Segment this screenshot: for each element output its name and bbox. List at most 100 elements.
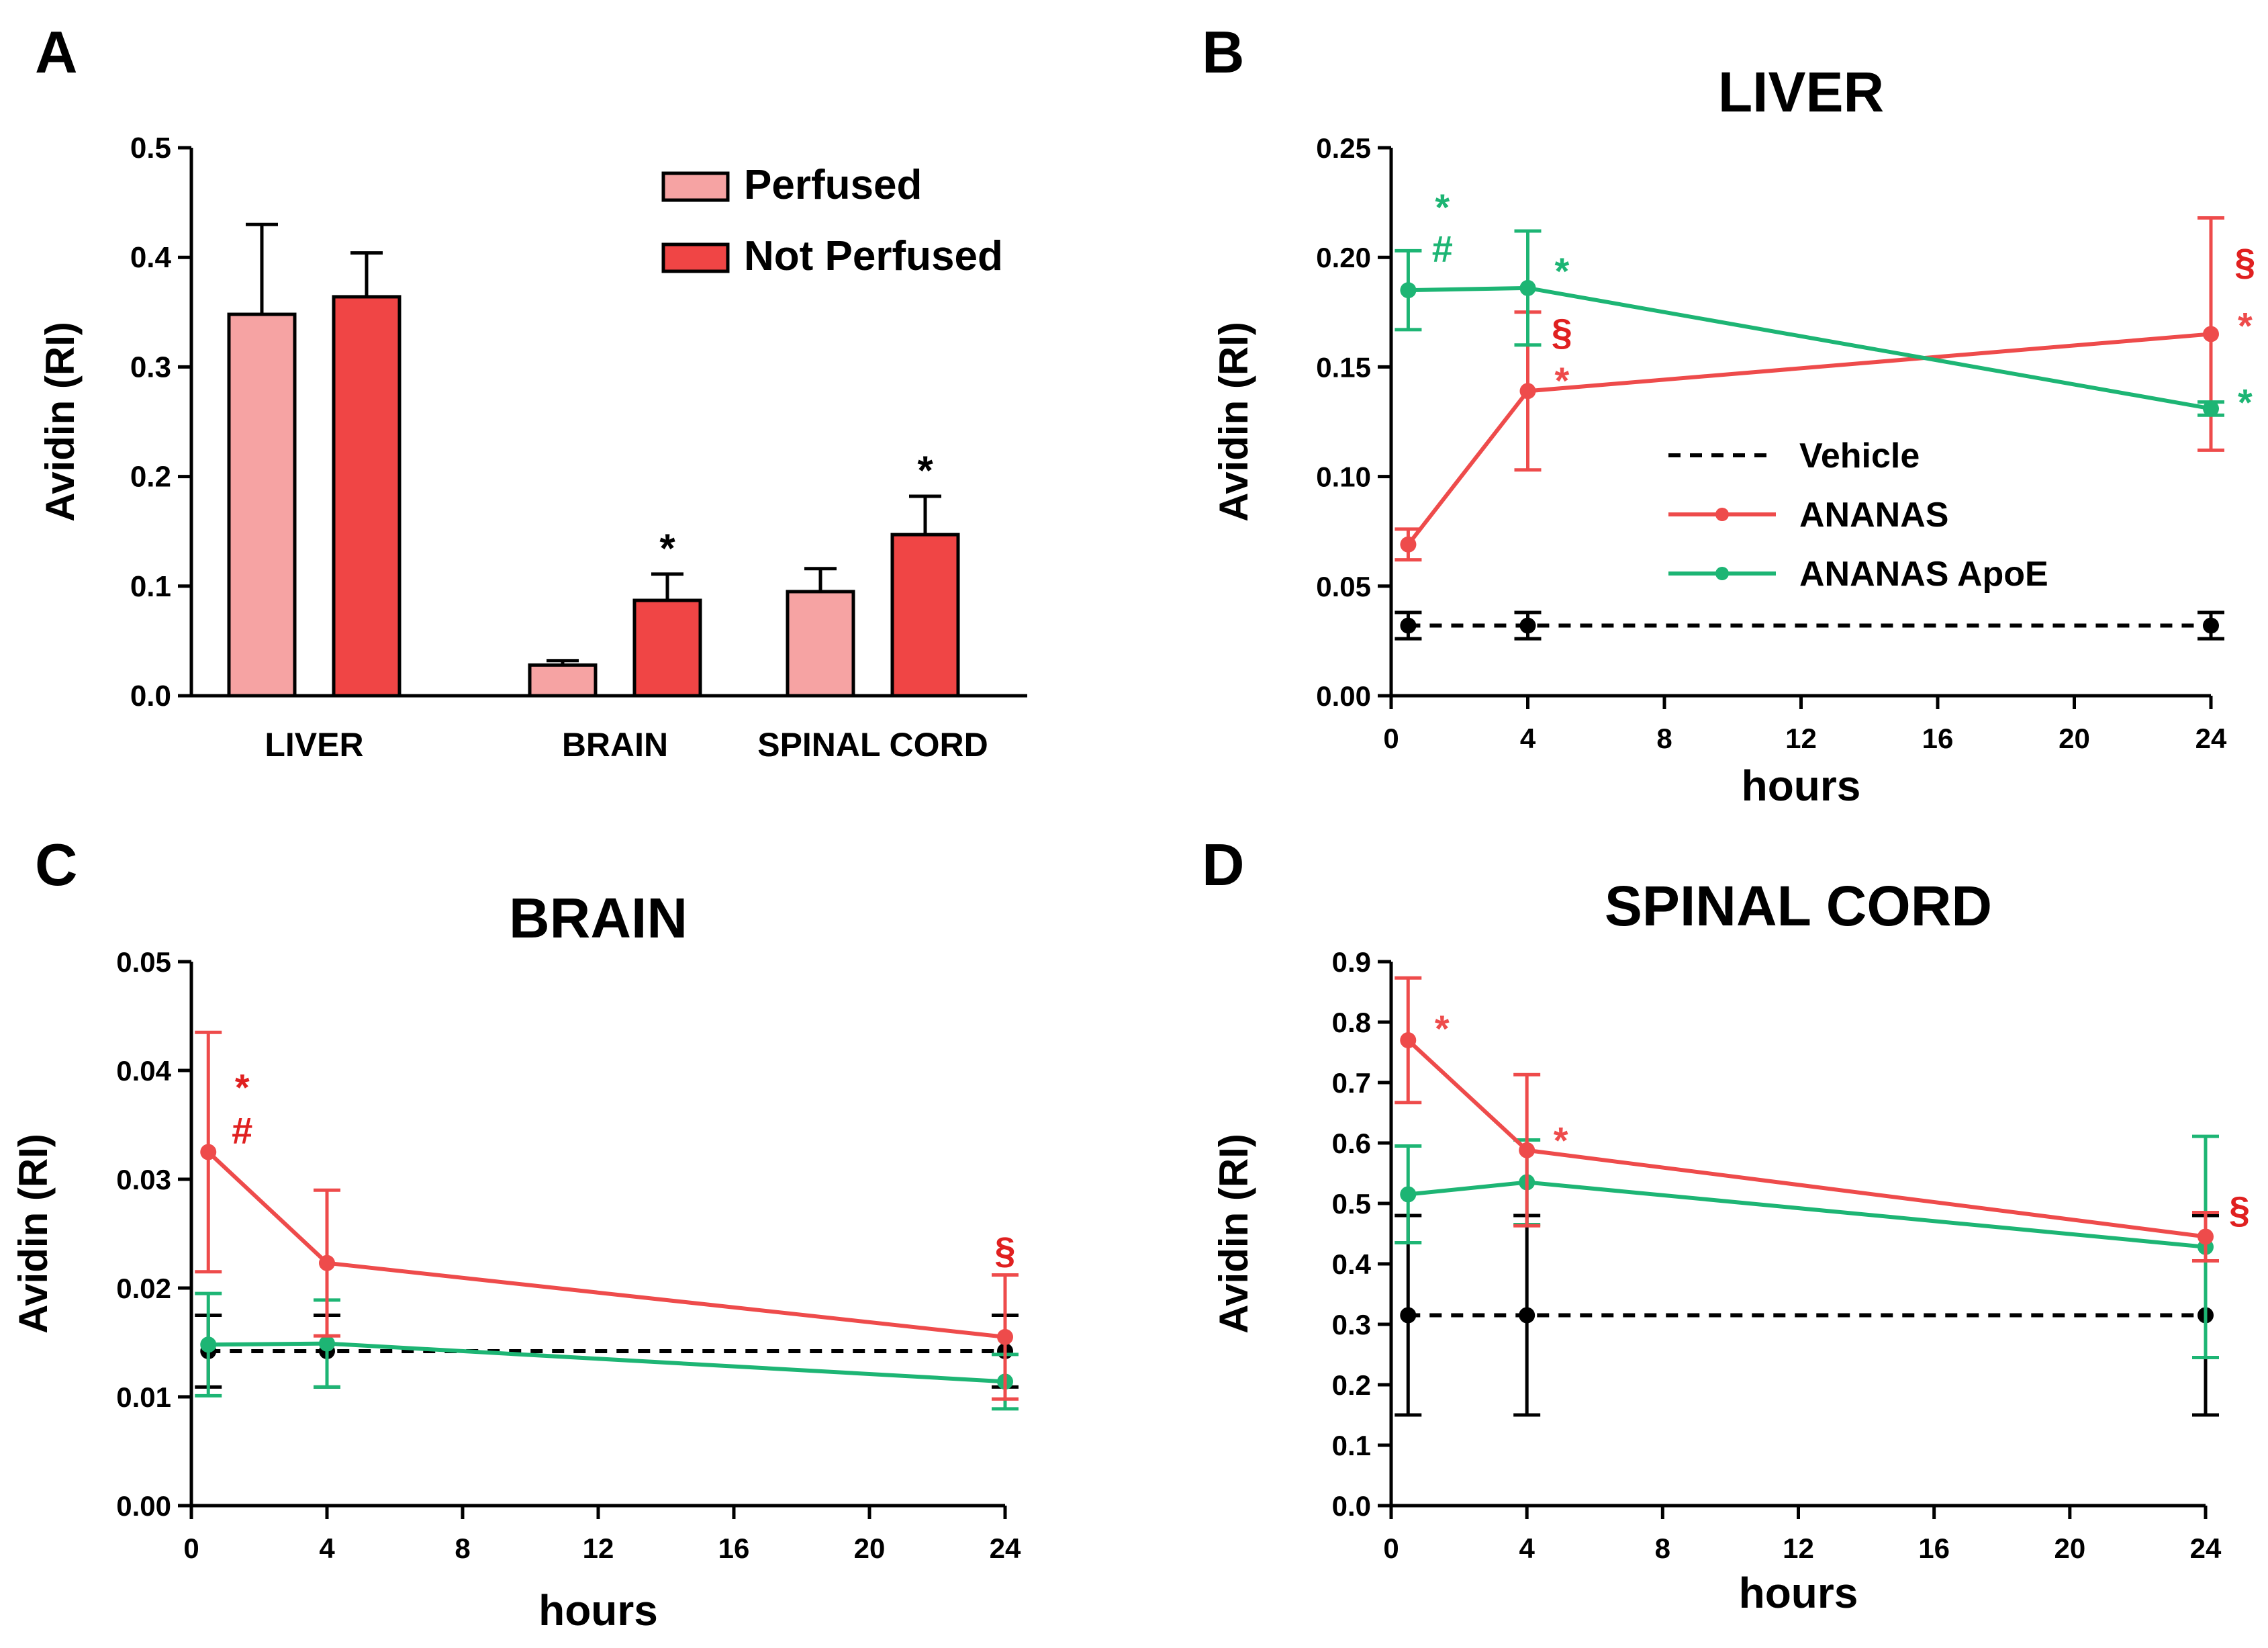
y-tick-label: 0.9	[1332, 946, 1371, 978]
y-tick-label: 0.3	[1332, 1309, 1371, 1340]
y-tick-label: 0.1	[130, 570, 171, 603]
bar	[227, 312, 297, 698]
significance-marker: *	[235, 1066, 250, 1108]
x-tick-label: 16	[1922, 723, 1954, 754]
bar	[890, 533, 960, 698]
data-point	[2198, 1228, 2214, 1245]
line-chart-spinal-cord: SPINAL CORD 0.0 0.1 0.2 0.3 0.4 0.5 0.6 0.7 0.8 0.…	[1211, 874, 2250, 1617]
data-point	[1400, 617, 1417, 634]
y-tick-label: 0.7	[1332, 1067, 1371, 1099]
panel-label-c: C	[35, 831, 78, 898]
significance-marker: §	[2234, 241, 2255, 283]
x-tick-label: 8	[1656, 723, 1672, 754]
x-tick-label: 12	[1783, 1532, 1814, 1564]
x-tick-label: 16	[718, 1532, 750, 1564]
panel-label-d: D	[1202, 831, 1245, 898]
line-chart-brain: BRAIN 0.00 0.01 0.02 0.03 0.04 0.05 0 4 8 12 16 20 24…	[11, 886, 1021, 1635]
y-tick-label: 0.20	[1316, 242, 1371, 273]
data-point	[1519, 1307, 1535, 1324]
significance-marker: *	[1554, 250, 1569, 292]
legend-label: ANANAS	[1799, 496, 1948, 535]
data-point	[1400, 282, 1417, 299]
legend-label: ANANAS ApoE	[1799, 555, 2048, 594]
significance-marker: #	[1432, 228, 1453, 270]
chart-title: LIVER	[1718, 60, 1884, 124]
series-ananas	[195, 1030, 1019, 1401]
x-tick-label: 4	[1520, 723, 1536, 754]
legend-swatch	[661, 171, 730, 202]
y-tick-label: 0.05	[116, 946, 171, 978]
x-axis-title: hours	[1742, 762, 1861, 810]
y-tick-label: 0.6	[1332, 1128, 1371, 1159]
data-point	[1519, 1142, 1535, 1158]
chart-title: SPINAL CORD	[1605, 874, 1992, 937]
legend-label: Perfused	[744, 162, 922, 208]
panel-label-a: A	[35, 19, 78, 85]
y-tick-label: 0.15	[1316, 351, 1371, 383]
significance-marker: *	[1554, 1119, 1568, 1162]
line-chart-liver: LIVER 0.00 0.05 0.10 0.15 0.20 0.25 0 4 8 12 16 20 24…	[1211, 60, 2255, 810]
x-tick-label: 24	[2190, 1532, 2222, 1564]
y-axis-title: Avidin (RI)	[1211, 1134, 1256, 1334]
x-category-label: SPINAL CORD	[757, 726, 988, 764]
x-category-label: LIVER	[265, 726, 363, 764]
x-tick-label: 4	[1519, 1532, 1535, 1564]
significance-marker: *	[1435, 186, 1450, 228]
y-tick-label: 0.00	[116, 1490, 171, 1522]
data-point	[200, 1144, 217, 1160]
legend-marker	[1715, 567, 1729, 580]
y-tick-label: 0.4	[1332, 1248, 1372, 1280]
x-tick-label: 8	[1655, 1532, 1670, 1564]
x-tick-label: 16	[1918, 1532, 1950, 1564]
significance-marker: #	[232, 1109, 252, 1152]
x-axis-title: hours	[1739, 1569, 1858, 1617]
y-tick-label: 0.00	[1316, 680, 1371, 712]
y-tick-label: 0.1	[1332, 1430, 1371, 1461]
data-point	[1519, 279, 1536, 296]
significance-marker: *	[659, 526, 675, 571]
x-tick-label: 12	[1785, 723, 1817, 754]
y-tick-label: 0.25	[1316, 132, 1371, 164]
y-tick-label: 0.5	[130, 132, 171, 165]
y-tick-label: 0.01	[116, 1381, 171, 1413]
bar	[332, 295, 401, 698]
data-point	[319, 1254, 335, 1271]
x-tick-label: 24	[2195, 723, 2227, 754]
y-axis-title: Avidin (RI)	[11, 1134, 56, 1334]
x-tick-label: 20	[854, 1532, 886, 1564]
y-tick-label: 0.2	[130, 461, 171, 494]
x-tick-label: 20	[2054, 1532, 2085, 1564]
significance-marker: *	[1435, 1007, 1450, 1050]
x-tick-label: 0	[183, 1532, 199, 1564]
significance-marker: §	[994, 1229, 1015, 1271]
series-vehicle	[1395, 610, 2224, 641]
legend-label: Vehicle	[1799, 437, 1920, 475]
y-tick-label: 0.3	[130, 351, 171, 383]
x-axis-title: hours	[538, 1586, 658, 1635]
series-ananas-apoe	[1395, 1134, 2219, 1359]
x-tick-label: 20	[2059, 723, 2090, 754]
y-axis-title: Avidin (RI)	[38, 322, 83, 522]
series-ananas	[1395, 976, 2219, 1263]
significance-marker: *	[1554, 359, 1569, 402]
x-tick-label: 0	[1383, 1532, 1399, 1564]
y-tick-label: 0.04	[116, 1055, 171, 1087]
data-point	[1400, 1307, 1417, 1324]
y-tick-label: 0.8	[1332, 1007, 1371, 1038]
y-tick-label: 0.05	[1316, 571, 1371, 602]
significance-marker: §	[2229, 1189, 2250, 1231]
y-tick-label: 0.4	[130, 241, 172, 274]
panel-label-b: B	[1202, 19, 1245, 85]
data-point	[1400, 536, 1417, 553]
legend-swatch	[661, 242, 730, 273]
x-tick-label: 12	[583, 1532, 614, 1564]
y-axis-title: Avidin (RI)	[1211, 322, 1256, 522]
y-tick-label: 0.5	[1332, 1188, 1371, 1220]
significance-marker: *	[917, 448, 933, 493]
chart-title: BRAIN	[509, 886, 688, 950]
y-tick-label: 0.0	[1332, 1490, 1371, 1522]
x-category-label: BRAIN	[562, 726, 668, 764]
legend-marker	[1715, 508, 1729, 521]
data-point	[200, 1336, 217, 1353]
